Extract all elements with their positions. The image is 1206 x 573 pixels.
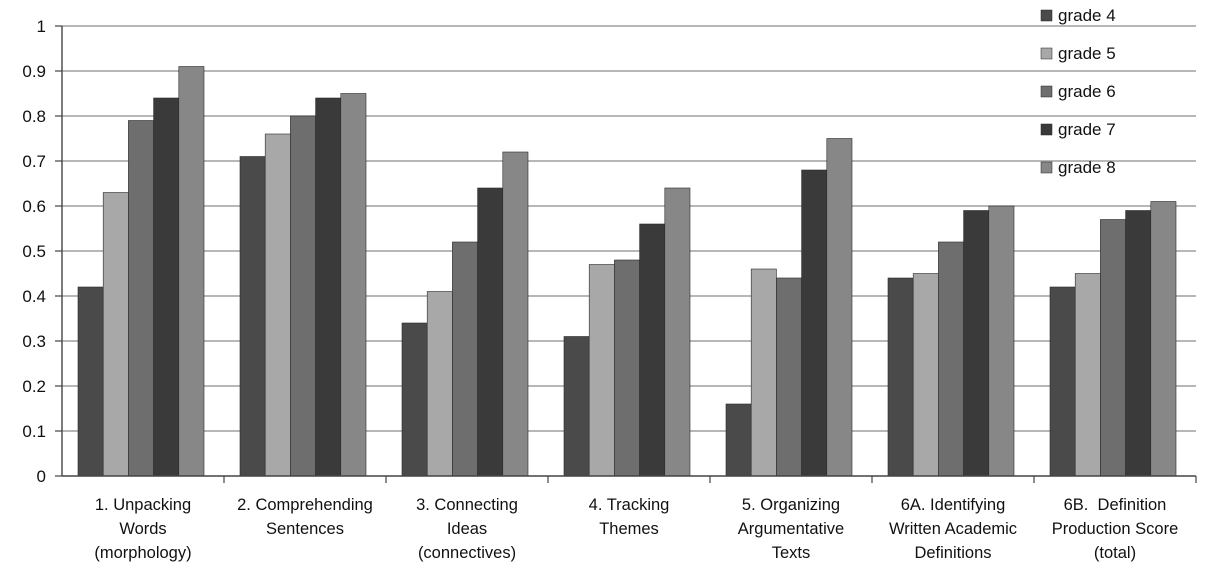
x-axis-tick-labels: 1. Unpacking Words (morphology) 2. Comprehe… (94, 476, 1197, 562)
y-tick-label: 0.4 (22, 287, 46, 306)
bar (264, 133, 291, 477)
y-tick-label: 0.9 (22, 62, 46, 81)
bar (502, 151, 529, 477)
y-tick-label: 1 (37, 17, 46, 36)
bar (239, 156, 266, 477)
y-tick-label: 0.6 (22, 197, 46, 216)
bar (912, 273, 939, 477)
x-tick-label: 6A. Identifying Written Academic Definitio… (889, 496, 1017, 562)
bar (340, 93, 367, 477)
bar (128, 120, 154, 477)
bar (1125, 210, 1152, 477)
bar (963, 210, 990, 477)
legend-label: grade 6 (1058, 82, 1116, 101)
x-tick-label: 3. Connecting Ideas (connectives) (416, 496, 518, 562)
bars (77, 66, 1177, 477)
x-tick-label: 5. Organizing Argumentative Texts (738, 496, 844, 562)
axes (61, 26, 1196, 477)
y-tick-label: 0 (37, 467, 46, 486)
y-tick-label: 0.5 (22, 242, 46, 261)
y-tick-label: 0.2 (22, 377, 46, 396)
bar (102, 192, 129, 477)
legend-swatch (1040, 161, 1053, 174)
y-axis-tick-labels: 0 0.1 0.2 0.3 0.4 0.5 0.6 0.7 0.8 0.9 1 (22, 17, 46, 486)
legend-label: grade 7 (1058, 120, 1116, 139)
bar (401, 322, 428, 477)
y-tick-label: 0.8 (22, 107, 46, 126)
bar (178, 66, 205, 477)
bar (614, 259, 640, 477)
legend: grade 4 grade 5 grade 6 grade 7 grade 8 (1040, 6, 1116, 177)
bar (477, 187, 504, 477)
bar (77, 286, 104, 477)
legend-swatch (1040, 85, 1053, 98)
bar (988, 205, 1015, 477)
bar (1049, 286, 1076, 477)
legend-label: grade 8 (1058, 158, 1116, 177)
y-tick-label: 0.3 (22, 332, 46, 351)
bar (452, 241, 478, 477)
bar (1100, 219, 1126, 477)
bar (315, 97, 342, 477)
y-tick-label: 0.1 (22, 422, 46, 441)
bar (153, 97, 180, 477)
legend-swatch (1040, 123, 1053, 136)
bar (1150, 201, 1177, 477)
legend-label: grade 5 (1058, 44, 1116, 63)
x-tick-label: 2. Comprehending Sentences (237, 496, 373, 538)
x-tick-label: 1. Unpacking Words (morphology) (94, 496, 191, 562)
bar (938, 241, 964, 477)
bar (426, 291, 453, 477)
legend-swatch (1040, 47, 1053, 60)
x-tick-label: 4. Tracking Themes (589, 496, 670, 538)
y-tick-label: 0.7 (22, 152, 46, 171)
bar (750, 268, 777, 477)
bar (1074, 273, 1101, 477)
x-tick-label: 6B. Definition Production Score (total) (1052, 496, 1179, 562)
bar (588, 264, 615, 477)
bar (776, 277, 802, 477)
bar (801, 169, 828, 477)
bar (664, 187, 691, 477)
legend-swatch (1040, 9, 1053, 22)
bar (887, 277, 914, 477)
bar (639, 223, 666, 477)
bar (563, 336, 590, 477)
bar (826, 138, 853, 477)
bar (725, 403, 752, 477)
legend-label: grade 4 (1058, 6, 1116, 25)
bar (290, 115, 316, 477)
